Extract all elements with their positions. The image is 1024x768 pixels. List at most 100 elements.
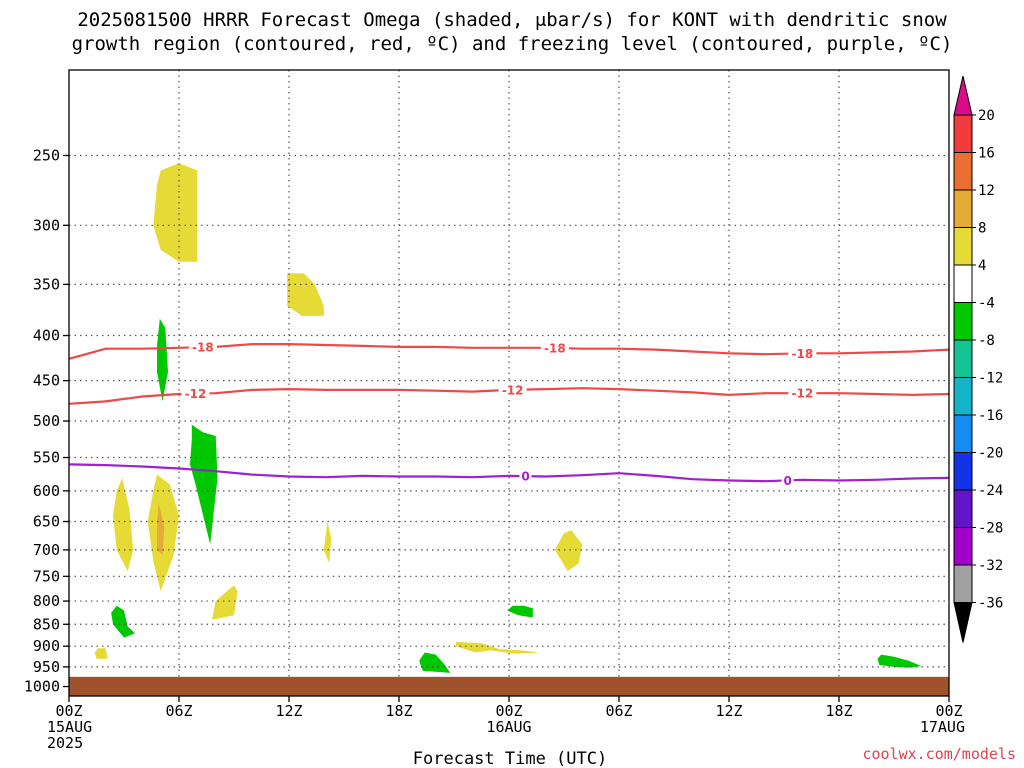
omega-area-15 (877, 654, 922, 668)
omega-area-7 (323, 521, 332, 564)
colorbar-segment (953, 414, 973, 453)
colorbar-segment (953, 302, 973, 341)
chart-title-line1: 2025081500 HRRR Forecast Omega (shaded, … (77, 9, 947, 31)
omega-area-3 (190, 424, 218, 545)
omega-area-6 (157, 503, 165, 556)
colorbar-segment (953, 452, 973, 491)
isotherm-label-bg (498, 382, 527, 397)
y-tick-label: 450 (33, 372, 60, 390)
omega-area-13 (455, 641, 541, 654)
isotherm-line-0 (68, 463, 950, 483)
omega-area-11 (554, 530, 583, 572)
omega-shading (94, 163, 922, 673)
x-tick-label: 16AUG (486, 718, 531, 736)
x-tick-label: 18Z (385, 702, 412, 720)
x-axis-label: Forecast Time (UTC) (413, 749, 607, 768)
colorbar-label: 16 (978, 146, 995, 162)
colorbar-segment (953, 527, 973, 566)
colorbar-top-arrow (953, 75, 973, 116)
y-tick-label: 950 (33, 658, 60, 676)
ground-fill (69, 676, 949, 696)
y-tick-label: 900 (33, 637, 60, 655)
y-tick-label: 650 (33, 513, 60, 531)
colorbar-label: 20 (978, 108, 995, 124)
y-tick-label: 600 (33, 482, 60, 500)
colorbar-segment (953, 152, 973, 191)
colorbar-segment (953, 114, 973, 153)
x-tick-label: 18Z (825, 702, 852, 720)
isotherm-label: -12 (791, 387, 813, 401)
x-tick-label: 06Z (165, 702, 192, 720)
y-tick-label: 400 (33, 327, 60, 345)
y-tick-label: 800 (33, 592, 60, 610)
omega-area-10 (94, 648, 108, 659)
x-tick-label: 00Z (55, 702, 82, 720)
omega-area-1 (287, 273, 324, 316)
isotherm-label-bg (788, 386, 817, 401)
x-tick-label: 06Z (605, 702, 632, 720)
colorbar-bottom-arrow (953, 602, 973, 643)
colorbar-label: -20 (978, 446, 1003, 462)
omega-area-8 (212, 585, 238, 620)
isotherm-label: -18 (791, 347, 813, 361)
x-tick-label: 00Z (935, 702, 962, 720)
omega-area-14 (419, 652, 451, 673)
x-tick-label: 15AUG (47, 718, 92, 736)
colorbar-segment (953, 377, 973, 416)
y-tick-label: 300 (33, 216, 60, 234)
colorbar-label: -12 (978, 371, 1003, 387)
y-tick-label: 700 (33, 541, 60, 559)
y-tick-label: 500 (33, 412, 60, 430)
y-axis-ticks: 250 300 350 400 450 500 550 600 650 700 750 800 850 9… (24, 146, 69, 696)
y-tick-label: 750 (33, 567, 60, 585)
colorbar-segment (953, 564, 973, 603)
x-tick-label: 12Z (275, 702, 302, 720)
colorbar-label: -24 (978, 483, 1003, 499)
colorbar-label: -28 (978, 521, 1003, 537)
isotherm-contours: -18 -18 -18 -12 -12 -12 0 0 (68, 340, 950, 488)
omega-area-2 (157, 318, 168, 402)
omega-area-12 (507, 605, 533, 618)
y-tick-label: 350 (33, 275, 60, 293)
colorbar-segment (953, 189, 973, 228)
colorbar-label: -36 (978, 596, 1003, 612)
colorbar-label: -32 (978, 558, 1003, 574)
isotherm-label: -12 (502, 383, 524, 397)
isotherm-label-bg (781, 473, 794, 488)
colorbar-label: 12 (978, 183, 995, 199)
isotherm-label: -18 (192, 341, 214, 355)
colorbar: 20 16 12 8 4 -4 -8 -12 -16 -20 -24 -28 -32 -36 (953, 75, 1003, 643)
isotherm-label-bg (788, 346, 817, 361)
colorbar-segment (953, 264, 973, 303)
isotherm-label-bg (540, 341, 569, 356)
isotherm-label-bg (181, 386, 210, 401)
isotherm-label: 0 (521, 470, 529, 484)
chart-title-line2: growth region (contoured, red, ºC) and f… (71, 33, 953, 55)
isotherm-label-bg (519, 469, 532, 484)
x-tick-label: 2025 (47, 734, 83, 752)
x-tick-label: 12Z (715, 702, 742, 720)
colorbar-label: -4 (978, 296, 995, 312)
y-tick-label: 850 (33, 615, 60, 633)
ground-surface (69, 676, 949, 696)
credit-text: coolwx.com/models (862, 745, 1016, 763)
x-tick-label: 00Z (495, 702, 522, 720)
isotherm-label: 0 (783, 474, 791, 488)
colorbar-segment (953, 489, 973, 528)
isotherm-label: -12 (185, 387, 207, 401)
omega-area-0 (153, 163, 198, 262)
isotherm-label: -18 (544, 342, 566, 356)
omega-area-4 (113, 477, 134, 572)
colorbar-label: 4 (978, 258, 986, 274)
y-tick-label: 1000 (24, 678, 60, 696)
omega-area-9 (111, 605, 135, 638)
colorbar-label: 8 (978, 221, 986, 237)
x-tick-label: 17AUG (920, 718, 965, 736)
colorbar-segment (953, 339, 973, 378)
colorbar-label: -8 (978, 333, 995, 349)
isotherm-label-bg (188, 340, 217, 355)
y-tick-label: 550 (33, 449, 60, 467)
colorbar-segment (953, 227, 973, 266)
